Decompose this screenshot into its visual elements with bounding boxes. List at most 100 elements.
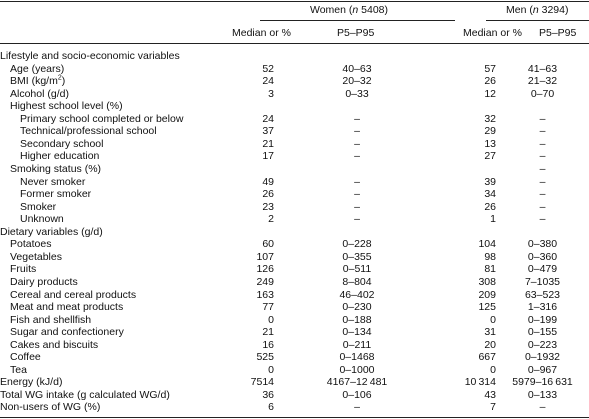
men-range-cell: 0–199: [527, 313, 558, 326]
men-median-cell: 81: [484, 263, 496, 276]
table-row: Alcohol (g/d) 3 0–33 12 0–70: [0, 88, 589, 100]
table-row: Fruits 126 0–511 81 0–479: [0, 263, 589, 275]
table-row: Smoker 23 – 26 –: [0, 201, 589, 213]
men-range-cell: 63–523: [524, 288, 561, 301]
men-range-cell: 0–133: [527, 388, 558, 401]
women-median-cell: 77: [262, 301, 274, 313]
row-label: Secondary school: [20, 137, 104, 150]
row-label: Dairy products: [10, 275, 78, 288]
women-median-cell: 525: [256, 351, 274, 364]
table-row: Cakes and biscuits 16 0–211 20 0–223: [0, 339, 589, 351]
row-label: Tea: [10, 363, 27, 376]
men-median-cell: 10 314: [464, 376, 496, 389]
men-median-cell: 57: [484, 62, 496, 75]
row-label: Former smoker: [20, 188, 92, 201]
row-label: Potatoes: [10, 238, 52, 251]
table-row: Energy (kJ/d) 7514 4167–12 481 10 314 5979–1…: [0, 376, 589, 388]
table-row: Cereal and cereal products 163 46–402 209 63…: [0, 289, 589, 301]
table-row: Potatoes 60 0–228 104 0–380: [0, 238, 589, 250]
women-median-cell: 3: [268, 87, 274, 100]
table-row: Age (years) 52 40–63 57 41–63: [0, 63, 589, 75]
row-label: Age (years): [10, 62, 65, 75]
women-range-cell: 0–228: [342, 238, 372, 251]
men-range-cell: 41–63: [527, 62, 558, 75]
women-median-cell: 0: [268, 363, 274, 376]
row-label: Fruits: [10, 263, 37, 276]
table-row: Primary school completed or below 24 – 32 –: [0, 113, 589, 125]
men-range-header: P5–P95: [539, 27, 577, 39]
men-range-cell: –: [539, 162, 546, 175]
women-range-cell: –: [354, 213, 360, 226]
women-median-cell: 16: [262, 338, 274, 351]
women-median-cell: 52: [262, 62, 274, 75]
men-group-header: Men (n 3294): [506, 4, 569, 16]
row-label: Dietary variables (g/d): [0, 225, 103, 238]
bottom-rule: [0, 417, 589, 418]
women-range-cell: 0–106: [342, 388, 372, 401]
women-median-cell: 6: [268, 401, 274, 414]
table-row: Lifestyle and socio-economic variables: [0, 50, 589, 62]
men-range-cell: 0–479: [527, 263, 558, 276]
women-range-cell: 0–134: [342, 326, 372, 339]
row-label: BMI (kg/m2): [10, 74, 66, 88]
women-median-cell: 23: [262, 200, 274, 213]
men-median-cell: 667: [478, 351, 496, 364]
women-range-cell: 8–804: [342, 275, 372, 288]
table-row: Never smoker 49 – 39 –: [0, 176, 589, 188]
men-range-cell: 21–32: [527, 75, 558, 88]
row-label: Lifestyle and socio-economic variables: [0, 50, 180, 62]
men-median-cell: 39: [484, 175, 496, 188]
women-range-cell: 0–230: [342, 301, 372, 313]
women-median-cell: 24: [262, 75, 274, 88]
header-rule: [0, 43, 589, 44]
women-range-cell: –: [354, 401, 360, 414]
men-median-cell: 31: [484, 326, 496, 339]
men-median-cell: 34: [484, 188, 496, 201]
table-row: Dairy products 249 8–804 308 7–1035: [0, 276, 589, 288]
table-row: BMI (kg/m2) 24 20–32 26 21–32: [0, 74, 589, 88]
men-range-cell: –: [539, 175, 546, 188]
women-median-cell: 21: [262, 326, 274, 339]
men-median-cell: 104: [478, 238, 496, 251]
men-range-cell: –: [539, 125, 546, 138]
men-median-cell: 0: [490, 363, 496, 376]
men-median-cell: 29: [484, 125, 496, 138]
women-range-cell: 46–402: [339, 288, 375, 301]
row-label: Never smoker: [20, 175, 86, 188]
women-median-cell: 24: [262, 112, 274, 125]
row-label: Vegetables: [10, 250, 62, 263]
women-median-cell: 107: [256, 250, 274, 263]
women-group-header: Women (n 5408): [310, 4, 389, 16]
men-range-cell: 0–380: [527, 238, 558, 251]
table-row: Fish and shellfish 0 0–188 0 0–199: [0, 314, 589, 326]
women-median-cell: 26: [262, 188, 274, 201]
women-range-cell: –: [354, 125, 360, 138]
row-label: Higher education: [20, 150, 100, 163]
women-range-cell: –: [354, 112, 360, 125]
men-median-cell: 98: [484, 250, 496, 263]
table-row: Non-users of WG (%) 6 – 7 –: [0, 401, 589, 413]
women-range-cell: 0–188: [342, 313, 372, 326]
men-median-cell: 209: [478, 288, 496, 301]
men-median-cell: 0: [490, 313, 496, 326]
women-range-cell: 0–511: [342, 263, 372, 276]
women-median-cell: 21: [262, 137, 274, 150]
women-range-cell: –: [354, 137, 360, 150]
table-row: Higher education 17 – 27 –: [0, 150, 589, 162]
women-median-cell: 0: [268, 313, 274, 326]
men-median-header: Median or %: [463, 27, 522, 39]
men-median-cell: 27: [484, 150, 496, 163]
women-range-cell: 4167–12 481: [326, 376, 388, 389]
men-median-cell: 13: [484, 137, 496, 150]
row-label: Non-users of WG (%): [0, 401, 101, 414]
men-range-cell: –: [539, 200, 546, 213]
row-label: Technical/professional school: [20, 125, 157, 138]
men-range-cell: –: [539, 188, 546, 201]
women-median-header: Median or %: [232, 27, 291, 39]
men-median-cell: 1: [490, 213, 496, 226]
row-label: Smoker: [20, 200, 57, 213]
women-median-cell: 36: [262, 388, 274, 401]
women-median-cell: 126: [256, 263, 274, 276]
row-label: Fish and shellfish: [10, 313, 92, 326]
men-range-cell: 0–967: [527, 363, 558, 376]
